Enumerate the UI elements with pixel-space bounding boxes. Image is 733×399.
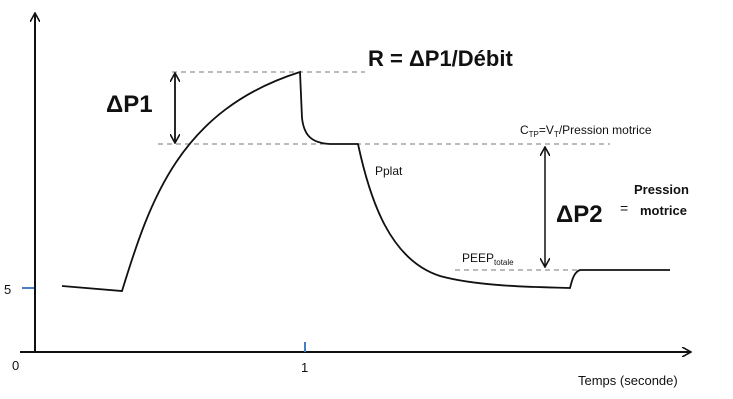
text: C xyxy=(520,123,529,137)
x-axis-label: Temps (seconde) xyxy=(578,373,678,388)
text: PEEP xyxy=(462,251,494,265)
delta-p1: ΔP1 xyxy=(106,91,153,118)
y-tick-label: 5 xyxy=(4,282,11,297)
origin-label: 0 xyxy=(12,358,19,373)
pression-motrice-1: Pression xyxy=(634,182,689,197)
pression-motrice-2: motrice xyxy=(640,203,687,218)
compliance-formula: CTP=VT/Pression motrice xyxy=(520,123,652,139)
pressure-curve xyxy=(61,70,670,292)
subscript: T xyxy=(554,130,559,139)
x-tick-label: 1 xyxy=(301,360,308,375)
delta-p2: ΔP2 xyxy=(556,201,603,228)
text: =V xyxy=(539,123,554,137)
resistance-formula: R = ΔP1/Débit xyxy=(368,46,513,71)
pplat-label: Pplat xyxy=(375,164,403,178)
equals: = xyxy=(620,200,628,216)
subscript: totale xyxy=(494,258,514,267)
peep-label: PEEPtotale xyxy=(462,251,514,267)
text: /Pression motrice xyxy=(559,123,652,137)
subscript: TP xyxy=(529,130,539,139)
